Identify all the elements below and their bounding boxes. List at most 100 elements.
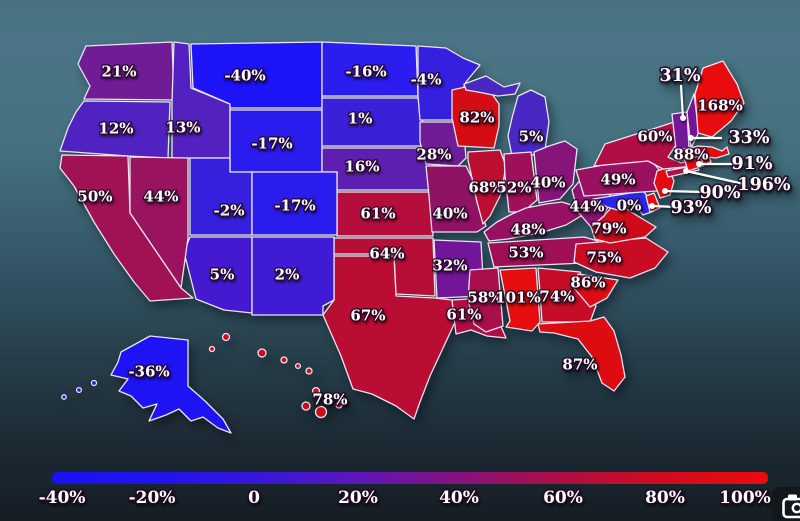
state-california	[59, 154, 194, 302]
state-florida	[537, 316, 626, 392]
state-new-mexico	[251, 236, 335, 316]
callout-label-connecticut: 196%	[737, 175, 791, 195]
state-illinois	[467, 149, 507, 225]
value-label-arizona: 5%	[210, 266, 235, 284]
legend-tick-label: 100%	[719, 488, 771, 508]
callout-label-vermont: 31%	[660, 66, 701, 86]
state-hawaii-island	[301, 401, 311, 411]
state-north-carolina	[573, 237, 669, 279]
value-label-south-carolina: 86%	[570, 274, 605, 292]
state-mississippi	[467, 267, 504, 333]
legend-tick-label: 0	[248, 488, 260, 508]
callout-dot-vermont	[680, 115, 686, 121]
state-hawaii-island	[280, 356, 288, 364]
value-label-utah: -2%	[214, 202, 245, 220]
callout-dot-connecticut	[683, 168, 689, 174]
value-label-virginia: 79%	[591, 220, 626, 238]
value-label-texas: 67%	[350, 307, 385, 325]
callout-line-vermont	[679, 84, 685, 119]
callout-dot-rhode-island	[696, 161, 702, 167]
value-label-maryland: 0%	[617, 197, 642, 215]
callout-label-new-hampshire: 33%	[729, 128, 770, 148]
callout-dot-new-hampshire	[688, 135, 694, 141]
callout-line-delaware	[651, 204, 677, 209]
value-label-wyoming: -17%	[251, 135, 292, 153]
state-hawaii-island	[305, 367, 313, 375]
value-label-illinois: 68%	[468, 179, 503, 197]
value-label-louisiana: 61%	[446, 306, 481, 324]
value-label-south-dakota: 1%	[348, 110, 373, 128]
state-colorado	[251, 171, 338, 236]
callout-line-connecticut	[685, 169, 745, 186]
legend-tick-label: 20%	[338, 488, 378, 508]
state-michigan	[463, 75, 550, 157]
legend-gradient-bar	[52, 472, 768, 484]
value-label-california: 50%	[77, 188, 112, 206]
callout-dot-new-jersey	[662, 188, 668, 194]
value-label-mississippi: 58%	[467, 289, 502, 307]
callout-line-new-jersey	[664, 189, 705, 194]
state-hawaii-island	[294, 362, 302, 370]
value-label-washington: 21%	[101, 63, 136, 81]
value-label-missouri: 40%	[432, 205, 467, 223]
state-alaska-island	[61, 394, 67, 400]
value-label-new-york: 60%	[637, 128, 672, 146]
camera-watermark	[772, 487, 800, 521]
value-label-massachusetts: 88%	[673, 146, 708, 164]
value-label-north-dakota: -16%	[345, 63, 386, 81]
value-label-arkansas: 32%	[432, 257, 467, 275]
callout-label-rhode-island: 91%	[732, 154, 773, 174]
legend-tick-label: 40%	[439, 488, 479, 508]
state-hawaii-island	[311, 386, 321, 396]
state-alabama	[499, 267, 541, 332]
value-label-georgia: 74%	[539, 288, 574, 306]
value-label-new-mexico: 2%	[275, 266, 300, 284]
value-label-pennsylvania: 49%	[600, 171, 635, 189]
state-massachusetts	[675, 145, 730, 162]
value-label-ohio: 40%	[530, 174, 565, 192]
callout-dot-delaware	[649, 203, 655, 209]
value-label-kentucky: 48%	[510, 221, 545, 239]
state-hawaii-island	[314, 405, 328, 419]
state-alaska	[110, 335, 232, 434]
state-maryland	[592, 190, 655, 216]
color-scale-legend: -40% -20% 0 20% 40% 60% 80% 100%	[37, 472, 773, 510]
state-washington	[77, 41, 175, 101]
state-hawaii-island	[257, 348, 267, 358]
value-label-michigan: 5%	[519, 128, 544, 146]
value-label-florida: 87%	[562, 356, 597, 374]
legend-tick-label: -20%	[129, 488, 176, 508]
value-label-tennessee: 53%	[508, 244, 543, 262]
us-choropleth-map: 21% 12% 13% -40% -17% -16% 1% 16% 61% 64% 67% -2% -1…	[59, 41, 793, 434]
legend-tick-label: -40%	[39, 488, 86, 508]
state-alaska-island	[90, 379, 98, 387]
value-label-nebraska: 16%	[344, 158, 379, 176]
state-ohio	[533, 140, 578, 204]
value-label-montana: -40%	[224, 67, 265, 85]
state-south-dakota	[321, 97, 424, 147]
callout-label-delaware: 93%	[671, 198, 712, 218]
value-label-alaska: -36%	[128, 363, 169, 381]
value-label-minnesota: -4%	[411, 71, 442, 89]
value-label-oregon: 12%	[98, 120, 133, 138]
state-maine	[694, 60, 745, 138]
state-hawaii-island	[208, 345, 216, 353]
value-label-west-virginia: 44%	[569, 198, 604, 216]
legend-tick-label: 60%	[543, 488, 583, 508]
callout-label-new-jersey: 90%	[700, 183, 741, 203]
value-label-oklahoma: 64%	[369, 245, 404, 263]
state-hawaii-island	[221, 332, 231, 342]
value-label-wisconsin: 82%	[459, 109, 494, 127]
state-south-carolina	[573, 273, 619, 308]
value-label-kansas: 61%	[360, 205, 395, 223]
value-label-nevada: 44%	[143, 188, 178, 206]
value-label-indiana: 52%	[496, 179, 531, 197]
state-texas	[322, 255, 457, 420]
state-alaska-island	[75, 386, 83, 394]
legend-tick-label: 80%	[645, 488, 685, 508]
state-hawaii-island	[335, 401, 343, 409]
value-label-alabama: 101%	[495, 289, 541, 307]
value-label-maine: 168%	[697, 97, 743, 115]
